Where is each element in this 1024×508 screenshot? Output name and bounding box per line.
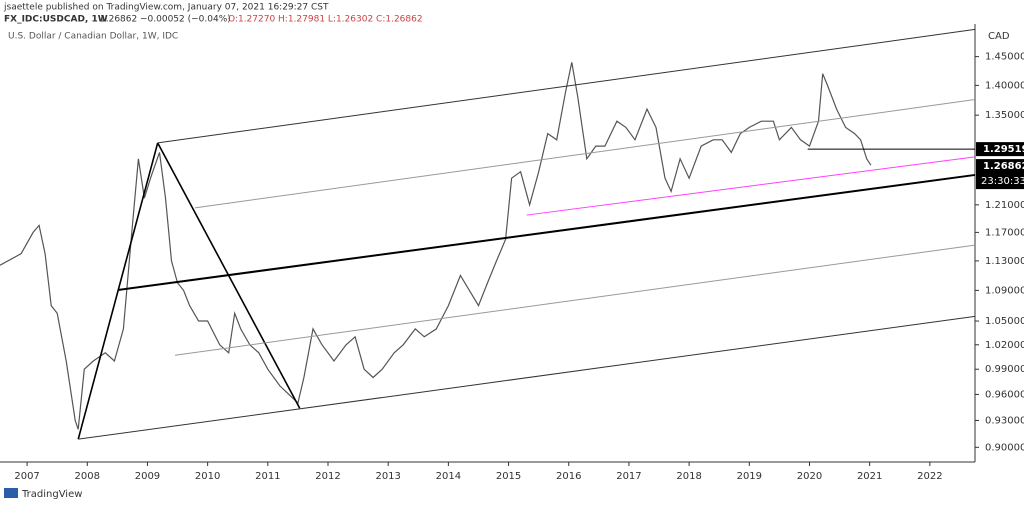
x-tick-label: 2019 xyxy=(737,471,762,482)
y-tick-label: 1.21000 xyxy=(985,200,1024,211)
y-tick-label: 1.09000 xyxy=(985,285,1024,296)
publisher: jsaettele published on TradingView.com, … xyxy=(3,3,329,13)
price-marker-label: 1.29519 xyxy=(983,144,1024,155)
x-tick-label: 2022 xyxy=(917,471,942,482)
x-tick-label: 2009 xyxy=(135,471,160,482)
x-tick-label: 2011 xyxy=(255,471,280,482)
x-tick-label: 2021 xyxy=(857,471,882,482)
trend-line xyxy=(194,99,976,209)
y-tick-label: 1.40000 xyxy=(985,80,1024,91)
x-tick-label: 2014 xyxy=(436,471,461,482)
ohlc: O:1.27270 H:1.27981 L:1.26302 C:1.26862 xyxy=(228,15,423,25)
trend-line xyxy=(78,315,976,440)
y-tick-label: 0.99000 xyxy=(985,364,1024,375)
brand: TradingView xyxy=(21,489,82,500)
price-marker-label: 1.26862 xyxy=(983,161,1024,172)
trend-line xyxy=(157,28,976,144)
chart-title: U.S. Dollar / Canadian Dollar, 1W, IDC xyxy=(8,32,178,42)
y-tick-label: 0.90000 xyxy=(985,442,1024,453)
price-line xyxy=(0,62,872,430)
y-tick-label: 1.05000 xyxy=(985,316,1024,327)
y-tick-label: 0.93000 xyxy=(985,415,1024,426)
y-tick-label: 1.17000 xyxy=(985,227,1024,238)
price-marker xyxy=(976,159,1024,190)
y-tick-label: 1.45000 xyxy=(985,52,1024,63)
trend-line xyxy=(174,244,976,356)
change: −0.00052 (−0.04%) xyxy=(140,15,231,25)
y-tick-label: 1.35000 xyxy=(985,110,1024,121)
price-marker xyxy=(976,142,1024,157)
x-tick-label: 2018 xyxy=(676,471,701,482)
logo xyxy=(4,488,18,498)
y-tick-label: 0.96000 xyxy=(985,389,1024,400)
x-tick-label: 2017 xyxy=(616,471,641,482)
trend-line xyxy=(77,142,159,440)
currency: CAD xyxy=(988,31,1010,42)
x-tick-label: 2016 xyxy=(556,471,581,482)
symbol: FX_IDC:USDCAD, 1W xyxy=(4,15,108,25)
y-tick-label: 1.02000 xyxy=(985,340,1024,351)
trend-line xyxy=(117,173,976,291)
y-tick-label: 1.13000 xyxy=(985,256,1024,267)
x-tick-label: 2020 xyxy=(797,471,822,482)
trend-line xyxy=(526,156,976,216)
x-tick-label: 2015 xyxy=(496,471,521,482)
x-tick-label: 2007 xyxy=(14,471,39,482)
x-tick-label: 2013 xyxy=(375,471,400,482)
countdown: 23:30:33 xyxy=(981,176,1024,187)
x-tick-label: 2008 xyxy=(75,471,100,482)
x-tick-label: 2010 xyxy=(195,471,220,482)
last-price: 1.26862 xyxy=(100,15,137,25)
x-tick-label: 2012 xyxy=(315,471,340,482)
